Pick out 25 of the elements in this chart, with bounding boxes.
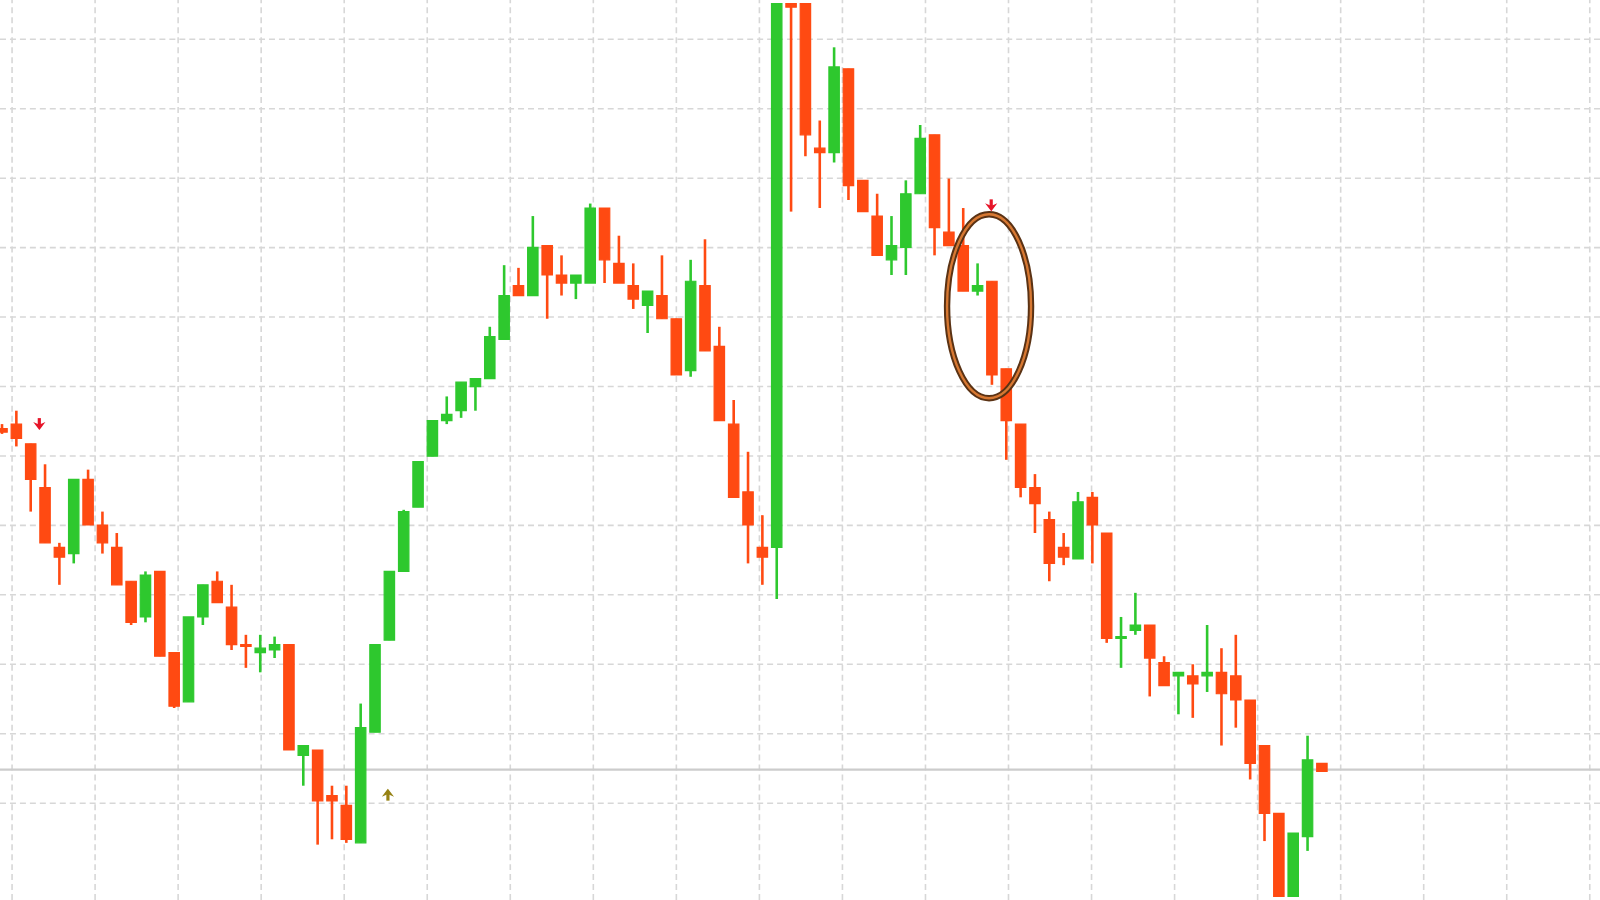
candlestick [24, 442, 37, 513]
candlestick [340, 784, 353, 845]
candlestick [412, 460, 424, 509]
candlestick [1158, 654, 1170, 688]
candlestick [1115, 615, 1127, 670]
candlestick [613, 234, 625, 285]
candlestick [1172, 671, 1185, 716]
candlestick [139, 570, 152, 624]
candlestick [756, 513, 769, 587]
candlestick [943, 177, 955, 247]
candlestick [512, 266, 525, 297]
candlestick [1086, 490, 1099, 565]
candlestick [871, 192, 883, 257]
candlestick [1143, 623, 1156, 698]
candlestick [1201, 623, 1213, 694]
candlestick [627, 262, 640, 311]
candlestick [297, 744, 310, 788]
candlestick [211, 570, 224, 604]
candlestick [53, 541, 66, 587]
candlestick [971, 262, 984, 297]
candlestick [1129, 591, 1142, 637]
candlestick [641, 289, 654, 335]
candlestick [813, 119, 826, 210]
candlestick [1186, 662, 1199, 720]
candlestick [957, 206, 970, 293]
